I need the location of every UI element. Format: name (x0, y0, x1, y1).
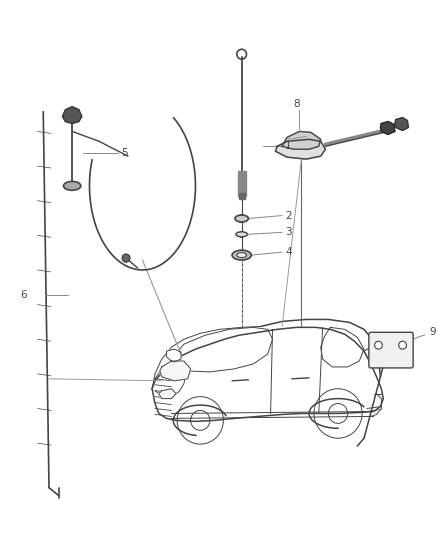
Polygon shape (238, 171, 246, 196)
Polygon shape (395, 118, 408, 131)
Text: 6: 6 (20, 290, 27, 300)
Circle shape (239, 231, 244, 237)
Polygon shape (166, 349, 181, 362)
Ellipse shape (232, 250, 251, 260)
Polygon shape (276, 139, 325, 159)
Polygon shape (381, 122, 395, 134)
Ellipse shape (235, 215, 248, 222)
Text: 3: 3 (285, 228, 292, 237)
Text: 4: 4 (285, 247, 292, 257)
Polygon shape (282, 132, 321, 149)
Ellipse shape (236, 232, 247, 237)
Ellipse shape (64, 181, 81, 190)
Text: 2: 2 (285, 211, 292, 221)
Text: 5: 5 (121, 148, 128, 158)
Polygon shape (160, 361, 191, 381)
Text: 8: 8 (293, 99, 300, 109)
Polygon shape (239, 193, 244, 199)
Ellipse shape (237, 253, 247, 257)
Circle shape (238, 215, 246, 222)
Text: 1: 1 (285, 141, 292, 151)
Polygon shape (159, 389, 176, 399)
Polygon shape (63, 107, 82, 124)
Circle shape (374, 341, 382, 349)
FancyBboxPatch shape (369, 332, 413, 368)
Circle shape (399, 341, 406, 349)
Circle shape (122, 254, 130, 262)
Text: 9: 9 (430, 327, 436, 337)
